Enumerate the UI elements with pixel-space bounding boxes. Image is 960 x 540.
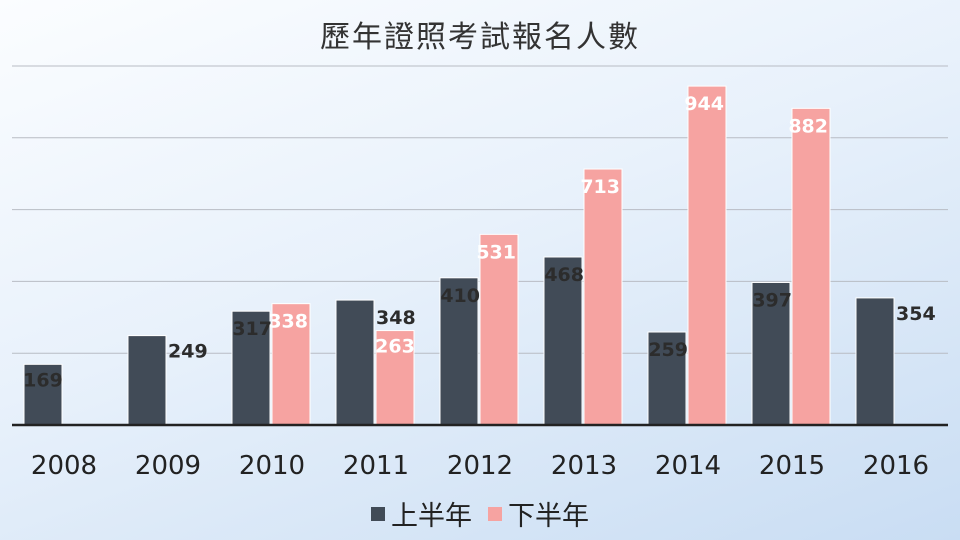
data-label-first-half: 468 <box>544 264 584 286</box>
data-label-second-half: 531 <box>476 241 516 263</box>
bar-second-half <box>687 85 727 426</box>
bar-first-half <box>647 331 687 426</box>
bar-first-half <box>855 297 895 426</box>
x-tick-label: 2013 <box>551 451 617 481</box>
x-tick-label: 2008 <box>31 451 97 481</box>
bar-second-half <box>479 233 519 426</box>
bar-second-half <box>271 303 311 426</box>
bar-first-half <box>439 277 479 426</box>
bar-second-half <box>583 168 623 426</box>
data-label-first-half: 348 <box>376 307 416 329</box>
data-label-first-half: 259 <box>648 339 688 361</box>
data-label-first-half: 354 <box>896 303 936 325</box>
legend-item-second-half: 下半年 <box>488 494 589 533</box>
bar-second-half <box>375 330 415 426</box>
x-tick-label: 2012 <box>447 451 513 481</box>
legend-swatch-second-half <box>488 506 502 521</box>
chart-title: 歷年證照考試報名人數 <box>320 20 640 55</box>
data-label-first-half: 249 <box>168 341 208 363</box>
data-label-second-half: 944 <box>684 93 724 115</box>
bar-first-half <box>335 299 375 426</box>
legend: 上半年 下半年 <box>0 494 960 533</box>
x-tick-label: 2014 <box>655 451 721 481</box>
bar-first-half <box>23 363 63 426</box>
x-tick-label: 2010 <box>239 451 305 481</box>
data-label-first-half: 317 <box>232 318 272 340</box>
data-label-first-half: 410 <box>440 285 480 307</box>
bar-second-half <box>791 107 831 426</box>
x-tick-label: 2011 <box>343 451 409 481</box>
data-label-second-half: 882 <box>788 115 828 137</box>
data-label-second-half: 338 <box>268 311 308 333</box>
bar-first-half <box>127 335 167 426</box>
data-label-second-half: 263 <box>375 336 415 358</box>
data-label-second-half: 713 <box>580 176 620 198</box>
x-tick-label: 2016 <box>863 451 929 481</box>
x-tick-label: 2015 <box>759 451 825 481</box>
legend-swatch-first-half <box>371 506 385 521</box>
x-tick-label: 2009 <box>135 451 201 481</box>
legend-label-first-half: 上半年 <box>391 501 472 532</box>
data-label-first-half: 169 <box>23 369 63 391</box>
bar-first-half <box>543 256 583 426</box>
legend-label-second-half: 下半年 <box>508 501 589 532</box>
legend-item-first-half: 上半年 <box>371 494 472 533</box>
data-label-first-half: 397 <box>752 289 792 311</box>
